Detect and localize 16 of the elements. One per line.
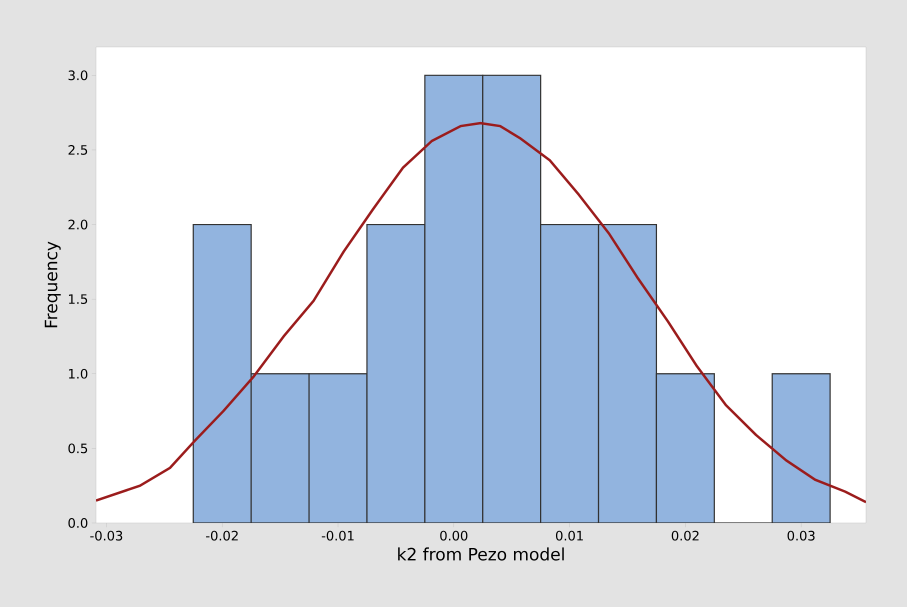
x-axis-title: k2 from Pezo model: [398, 547, 564, 561]
x-tick-label: 0.01: [556, 530, 583, 541]
y-tick-label: 0.0: [68, 518, 88, 528]
x-tick-label: 0.02: [672, 530, 699, 541]
y-tick-label: 1.0: [68, 368, 88, 379]
y-tick-label: 1.5: [68, 294, 88, 304]
x-tick-label: -0.01: [322, 530, 354, 541]
x-tick-label: 0.00: [440, 530, 468, 541]
x-tick-label: -0.03: [90, 530, 122, 541]
y-tick-label: 2.5: [68, 145, 88, 155]
x-tick-label: 0.03: [788, 530, 815, 541]
y-axis-title: Frequency: [44, 242, 61, 328]
x-tick-label: -0.02: [206, 530, 238, 541]
y-tick-label: 3.0: [68, 70, 88, 80]
y-tick-label: 2.0: [68, 220, 88, 230]
y-tick-label: 0.5: [68, 443, 88, 454]
